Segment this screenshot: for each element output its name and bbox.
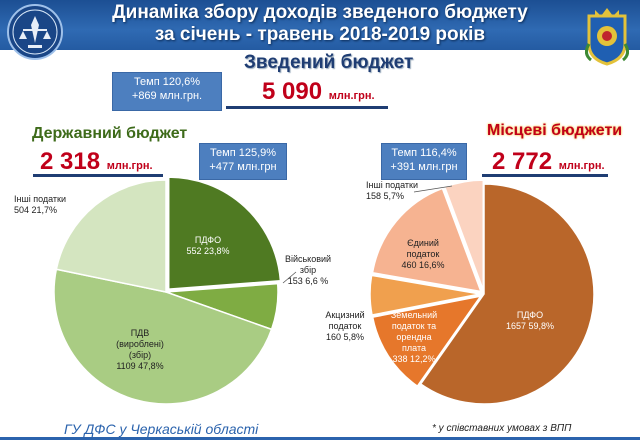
dfs-emblem-icon [7,4,63,60]
slice-label: Єдиний податок 460 16,6% [401,238,444,270]
slice-label: Земельний податок та орендна плата 338 12,2% [391,310,437,364]
local-budget-pie: ПДФО 1657 59,8% Земельний податок та орендна… [325,179,595,405]
state-rate-box: Темп 125,9% +477 млн.грн [199,143,287,180]
slice-label: ПДФО 552 23,8% [186,235,229,256]
state-amount: 2 318 млн.грн. [40,148,153,175]
state-heading: Державний бюджет [32,125,188,142]
local-heading: Місцеві бюджети [487,122,623,139]
pie-slice [419,183,595,405]
pie-slice [371,187,483,293]
consolidated-underline [226,106,388,109]
local-rate-box: Темп 116,4% +391 млн.грн [381,143,467,180]
pie-slice [53,268,273,405]
slice-label: Інші податки 158 5,7% [366,180,418,201]
region-coat-of-arms-icon [585,8,629,66]
local-underline [482,174,608,177]
consolidated-heading: Зведений бюджет [244,52,414,73]
footer-org: ГУ ДФС у Черкаській області [64,421,259,437]
state-unit: млн.грн. [106,160,153,172]
slice-label: Інші податки 504 21,7% [14,194,66,215]
label-leader-line [282,271,297,284]
page-title-line1: Динаміка збору доходів зведеного бюджету [112,2,528,23]
local-amount: 2 772 млн.грн. [492,148,605,175]
pie-slice [55,179,167,293]
pie-slice [369,274,481,316]
local-rate-line1: Темп 116,4% [391,147,457,159]
state-rate-line1: Темп 125,9% [209,147,277,159]
state-underline [33,174,163,177]
consolidated-unit: млн.грн. [328,90,375,102]
slice-label: Акцизний податок 160 5,8% [325,310,364,342]
slice-label: Військовий збір 153 6,6 % [285,254,331,286]
footer-note: * у співставних умовах з ВПП [432,423,572,434]
slice-label: ПДФО 1657 59,8% [506,310,554,331]
state-rate-line2: +477 млн.грн [209,161,277,173]
local-unit: млн.грн. [558,160,605,172]
consolidated-rate-line1: Темп 120,6% [133,76,201,88]
pie-slice [371,295,483,388]
label-leader-line [413,185,453,193]
local-rate-line2: +391 млн.грн [390,161,458,173]
state-budget-pie: ПДФО 552 23,8% Військовий збір 153 6,6 % ПДВ(… [14,176,331,405]
slice-label: ПДВ (вироблені) (збір) 1109 47,8% [116,328,164,371]
consolidated-rate-line2: +869 млн.грн. [131,90,203,102]
footer-line [0,437,640,440]
header-banner [0,0,640,50]
page-title-line2: за січень - травень 2018-2019 років [154,24,486,45]
pie-slice [167,176,282,290]
consolidated-amount: 5 090 млн.грн. [262,78,375,105]
consolidated-rate-box: Темп 120,6% +869 млн.грн. [112,72,222,111]
